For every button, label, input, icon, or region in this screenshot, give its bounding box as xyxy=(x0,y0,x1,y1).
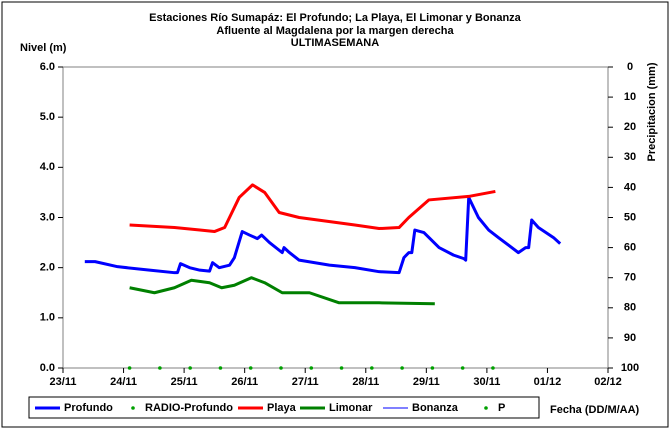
point xyxy=(460,366,465,370)
x-tick-label: 29/11 xyxy=(413,376,440,388)
plot-area xyxy=(62,66,609,369)
legend-label: Limonar xyxy=(329,402,373,414)
point xyxy=(127,366,132,370)
legend xyxy=(28,396,540,419)
y2-tick-label: 10 xyxy=(624,91,636,103)
chart-subtitle: Afluente al Magdalena por la margen dere… xyxy=(216,25,454,37)
x-tick-label: 28/11 xyxy=(352,376,379,388)
point xyxy=(158,366,162,370)
point xyxy=(400,366,404,370)
point xyxy=(279,366,283,370)
x-tick-label: 01/12 xyxy=(534,376,562,388)
x-tick-label: 30/11 xyxy=(473,376,500,388)
y-tick-label: 4.0 xyxy=(40,161,55,173)
x-tick-label: 26/11 xyxy=(231,376,258,388)
y2-tick-label: 60 xyxy=(624,242,636,254)
legend-label: Playa xyxy=(267,402,297,414)
y2-tick-label: 70 xyxy=(624,272,636,284)
y2-tick-label: 30 xyxy=(624,151,636,163)
y-tick-label: 3.0 xyxy=(40,211,55,223)
x-tick-label: 24/11 xyxy=(110,376,137,388)
y2-axis-label: Precipitacion (mm) xyxy=(646,62,658,161)
legend-label: Profundo xyxy=(64,402,113,414)
y-tick-label: 2.0 xyxy=(40,262,55,274)
y-axis-label: Nivel (m) xyxy=(20,42,67,54)
legend-swatch xyxy=(484,406,488,410)
x-tick-label: 23/11 xyxy=(50,376,77,388)
x-tick-label: 02/12 xyxy=(594,376,622,388)
y2-tick-label: 50 xyxy=(624,211,636,223)
legend-label: RADIO-Profundo xyxy=(145,402,233,414)
point xyxy=(248,366,253,370)
y2-tick-label: 90 xyxy=(624,332,636,344)
y2-tick-label: 100 xyxy=(621,362,639,374)
y-tick-label: 5.0 xyxy=(40,111,55,123)
point xyxy=(430,366,435,370)
x-tick-label: 27/11 xyxy=(292,376,319,388)
point xyxy=(218,366,223,370)
point xyxy=(370,366,374,370)
point xyxy=(339,366,344,370)
y2-tick-label: 20 xyxy=(624,121,636,133)
legend-swatch xyxy=(131,406,135,410)
x-tick-label: 25/11 xyxy=(171,376,198,388)
series-line xyxy=(129,183,496,234)
y2-tick-label: 0 xyxy=(627,61,633,73)
legend-label: Bonanza xyxy=(412,402,459,414)
series-line xyxy=(129,276,435,306)
chart-subtitle: ULTIMASEMANA xyxy=(291,37,379,49)
y-tick-label: 0.0 xyxy=(40,362,55,374)
point xyxy=(491,366,495,370)
y2-tick-label: 40 xyxy=(624,181,636,193)
series-line xyxy=(84,195,562,275)
chart-title: Estaciones Río Sumapáz: El Profundo; La … xyxy=(149,12,522,24)
y-tick-label: 6.0 xyxy=(40,61,55,73)
legend-label: P xyxy=(498,402,505,414)
x-axis-label: Fecha (DD/M/AA) xyxy=(550,404,640,416)
point xyxy=(309,366,314,370)
y2-tick-label: 80 xyxy=(624,302,636,314)
y-tick-label: 1.0 xyxy=(40,312,55,324)
point xyxy=(188,366,192,370)
